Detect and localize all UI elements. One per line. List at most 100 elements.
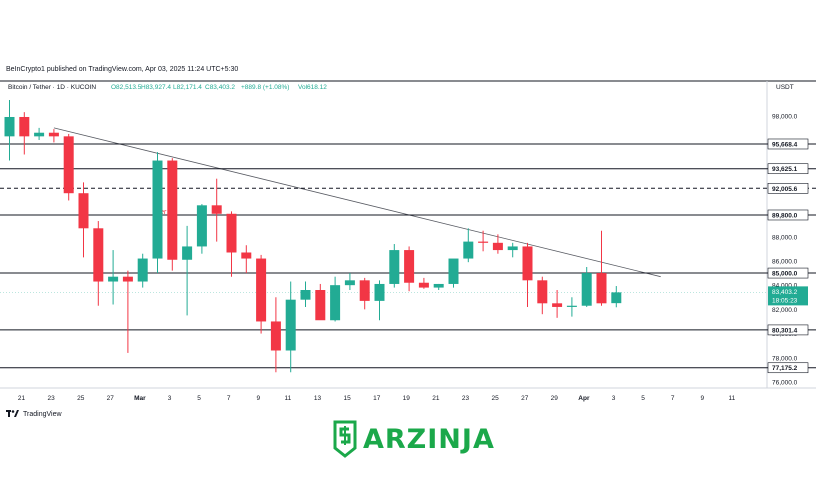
level-label-box xyxy=(767,324,809,336)
candle-body xyxy=(196,205,207,247)
levels-layer xyxy=(0,143,816,369)
candle-body xyxy=(152,160,163,259)
candle xyxy=(566,297,577,317)
tradingview-label: TradingView xyxy=(23,410,62,418)
x-tick-label: 7 xyxy=(227,395,231,402)
level-label: 92,005.6 xyxy=(772,186,798,193)
publish-info: BeInCrypto1 published on TradingView.com… xyxy=(6,66,239,73)
candle xyxy=(596,230,607,306)
candle-body xyxy=(137,258,148,282)
candle-body xyxy=(167,160,178,260)
candle xyxy=(315,283,326,321)
candle-body xyxy=(122,276,133,282)
level-label-box xyxy=(767,267,809,279)
candle-body xyxy=(315,290,326,321)
candle xyxy=(404,246,415,292)
level-label: 80,301.4 xyxy=(772,327,798,334)
candle-body xyxy=(108,276,119,282)
x-tick-label: 21 xyxy=(18,395,26,402)
level-label: 77,175.2 xyxy=(772,365,798,372)
candle-body xyxy=(552,303,563,307)
level-labels-layer: 95,668.4 93,625.1 92,005.6 89,800.0 85,000.0… xyxy=(767,138,809,374)
x-tick-label: 17 xyxy=(373,395,381,402)
level-label-box xyxy=(767,138,809,150)
candle xyxy=(19,112,30,155)
candle xyxy=(270,297,281,373)
candle xyxy=(108,250,119,305)
currency-label: USDT xyxy=(776,84,794,91)
candle-body xyxy=(226,213,237,253)
y-tick-label: 78,000.0 xyxy=(772,355,798,362)
candle-body xyxy=(492,242,503,251)
candle xyxy=(226,211,237,277)
current-price-label: 83,403.2 xyxy=(772,289,798,296)
x-tick-label: 11 xyxy=(729,395,736,402)
arzinja-brand: ARZINJA xyxy=(333,420,495,458)
arzinja-wordmark: ARZINJA xyxy=(363,423,495,455)
x-tick-label: 9 xyxy=(700,395,704,402)
x-tick-label: 3 xyxy=(612,395,616,402)
x-tick-label: 29 xyxy=(551,395,559,402)
candle xyxy=(448,258,459,288)
candle-body xyxy=(433,283,444,288)
level-label-box xyxy=(767,183,809,194)
candle-body xyxy=(78,193,89,229)
candle-body xyxy=(478,241,489,243)
candle-body xyxy=(211,205,222,214)
candle xyxy=(418,277,429,289)
candle-body xyxy=(389,250,400,284)
legend-symbol: Bitcoin / Tether · 1D · KUCOIN xyxy=(8,84,96,91)
level-label-box xyxy=(767,362,809,374)
x-tick-label: 25 xyxy=(77,395,85,402)
candle-body xyxy=(19,116,30,137)
candle-body xyxy=(48,132,59,137)
candle-body xyxy=(404,250,415,283)
candle-body xyxy=(241,252,252,259)
level-label: 85,000.0 xyxy=(772,271,798,278)
x-tick-label: 19 xyxy=(403,395,411,402)
y-tick-label: 76,000.0 xyxy=(772,379,798,386)
candle xyxy=(285,281,296,373)
legend-change: +889.8 (+1.08%) xyxy=(241,84,289,91)
candle-body xyxy=(300,290,311,300)
candle-body xyxy=(463,241,474,259)
tradingview-logo: TradingView xyxy=(6,410,62,418)
candle xyxy=(93,221,104,306)
candle-body xyxy=(566,305,577,307)
candle xyxy=(34,127,45,140)
candle xyxy=(611,286,622,308)
legend-low: L82,171.4 xyxy=(173,84,202,91)
candle xyxy=(196,204,207,254)
candle-body xyxy=(34,132,45,137)
candle xyxy=(167,158,178,271)
candle-body xyxy=(270,321,281,351)
candle-body xyxy=(581,273,592,306)
x-tick-label: 11 xyxy=(285,395,292,402)
legend-open: O82,513.5 xyxy=(111,84,142,91)
level-label: 93,625.1 xyxy=(772,166,798,173)
candle xyxy=(581,267,592,307)
candle xyxy=(522,242,533,307)
arzinja-logo-icon xyxy=(333,420,357,458)
candle xyxy=(537,276,548,315)
candle xyxy=(389,244,400,288)
candle xyxy=(463,228,474,263)
trend-layer: er ne xyxy=(53,127,661,278)
candle xyxy=(492,234,503,254)
y-tick-label: 86,000.0 xyxy=(772,258,798,265)
candle xyxy=(256,254,267,334)
trendline xyxy=(53,127,661,278)
candle-body xyxy=(522,246,533,281)
candle xyxy=(300,281,311,307)
candle-body xyxy=(537,280,548,304)
candle xyxy=(152,152,163,274)
x-tick-label: 15 xyxy=(343,395,351,402)
y-tick-label: 82,000.0 xyxy=(772,307,798,314)
x-tick-label: 21 xyxy=(432,395,440,402)
candle xyxy=(507,242,518,258)
x-tick-label: 23 xyxy=(47,395,55,402)
y-tick-label: 88,000.0 xyxy=(772,234,798,241)
x-tick-label: 13 xyxy=(314,395,322,402)
candle-body xyxy=(344,280,355,286)
